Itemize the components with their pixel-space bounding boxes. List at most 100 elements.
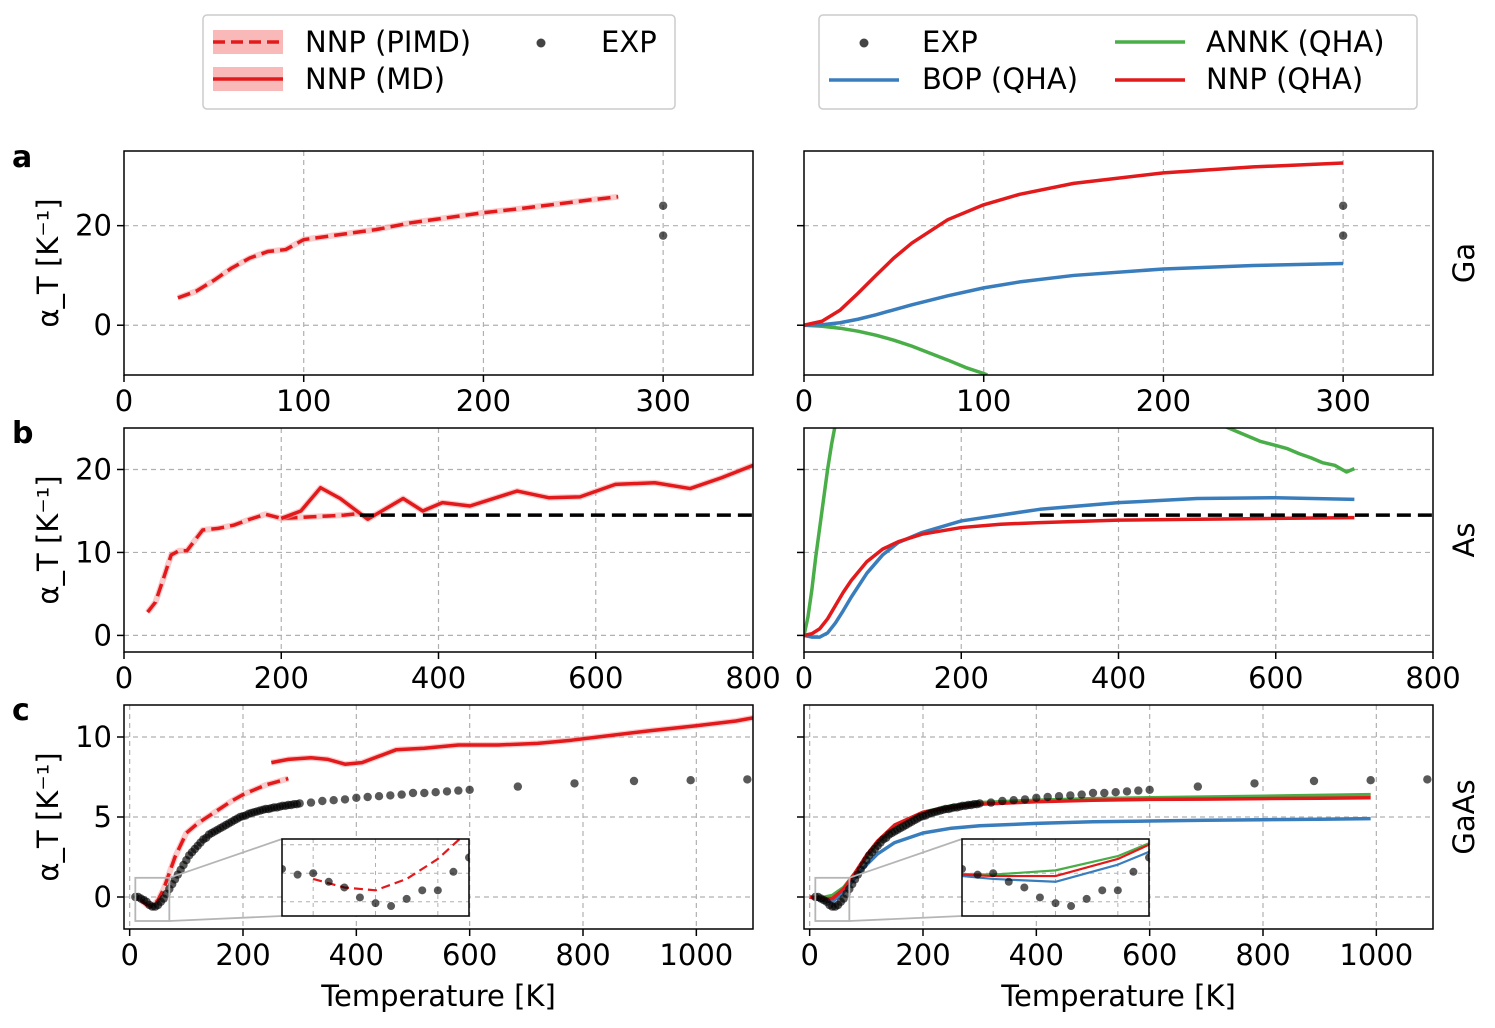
panel-c-left-series — [131, 714, 753, 911]
panel-c-right-exp-point — [1088, 788, 1098, 798]
panel-c-left-nnp-md-band — [270, 714, 753, 768]
panel-b-right-xtick-label: 800 — [1405, 661, 1460, 695]
panel-label-b: b — [12, 416, 33, 451]
panel-c-right-inset-bop-qha-line — [962, 850, 1149, 883]
panel-a-right-material-label: Ga — [1447, 243, 1481, 283]
panel-c-left-xlabel: Temperature [K] — [320, 979, 556, 1013]
panel-c-right-xtick-label: 200 — [895, 938, 950, 972]
panel-c-left-inset-exp-point — [465, 853, 469, 862]
panel-c-left-inset-exp-point — [402, 894, 411, 903]
panel-c-right-exp-point — [1423, 775, 1432, 784]
panel-c-left-exp-point — [513, 782, 523, 791]
panel-c-left-exp-point — [340, 795, 350, 804]
panel-c-right-exp-point — [1043, 792, 1052, 802]
panel-c-right-xtick-label: 1000 — [1339, 938, 1413, 972]
panel-c-right-exp-point — [998, 796, 1007, 806]
panel-c-left-xtick-label: 200 — [215, 938, 270, 972]
panel-label-a: a — [12, 140, 32, 175]
panel-b-right-xtick-label: 600 — [1248, 661, 1303, 695]
panel-b-right-grid — [804, 428, 1433, 652]
legend-left-nnp-pimd-label: NNP (PIMD) — [305, 25, 471, 59]
panel-c-left-inset-exp-point — [433, 886, 442, 895]
panel-c-left-ylabel: α_T [K⁻¹] — [31, 752, 65, 881]
legend-left-exp-marker — [536, 38, 546, 48]
panel-b-left-ylabel: α_T [K⁻¹] — [31, 475, 65, 604]
panel-a-right-grid — [804, 151, 1433, 375]
panel-c-right-exp-point — [1250, 779, 1259, 788]
panel-a-left-ytick-label: 20 — [75, 209, 112, 243]
panel-b-right-xtick-label: 400 — [1091, 661, 1146, 695]
panel-c-left-exp-point — [629, 776, 639, 786]
panel-c-left-ytick-label: 10 — [75, 720, 112, 754]
panel-c-left-exp-point — [743, 775, 752, 784]
panel-a-left-nnp-pimd-band — [176, 193, 619, 301]
panel-b-left-xtick-label: 400 — [411, 661, 466, 695]
panel-b-right-bop-qha-line — [804, 495, 1355, 639]
panel-c-right-exp-point — [1193, 782, 1203, 791]
panel-c-right-inset-exp-point — [1020, 883, 1029, 892]
panel-a-right-xtick-label: 100 — [956, 384, 1011, 418]
panel-c-right-exp-point — [1122, 787, 1132, 796]
panel-c-right-inset-exp-point — [1004, 877, 1013, 886]
panel-c-right-exp-point — [1020, 795, 1030, 804]
panel-c-right-xtick-label: 0 — [800, 938, 818, 972]
panel-c-right-exp-point — [975, 799, 984, 808]
legend-right-nnp-label: NNP (QHA) — [1206, 62, 1363, 96]
panel-c-left-ytick-label: 5 — [94, 800, 112, 834]
panel-c-left-exp-point — [318, 796, 327, 806]
panel-a-left-xtick-label: 0 — [115, 384, 133, 418]
panel-c-left-exp-point — [397, 790, 406, 799]
panel-a-right-xtick-label: 300 — [1315, 384, 1370, 418]
legend-left-nnp-md-label: NNP (MD) — [305, 62, 445, 96]
panel-c-right-inset-exp-point — [1035, 893, 1044, 902]
panel-c-left-inset-series — [282, 839, 469, 911]
panel-c-left-inset-exp-point — [324, 877, 333, 886]
panel-b-left-xtick-label: 0 — [115, 661, 133, 695]
panel-c-right-grid — [804, 705, 1433, 929]
panel-c-left-xtick-label: 1000 — [659, 938, 733, 972]
panel-c-left-exp-point — [306, 798, 316, 807]
panel-c-right-xtick-label: 600 — [1122, 938, 1177, 972]
panel-a-right-exp-point — [1338, 201, 1348, 210]
panel-c-left-nnp-md-line — [271, 716, 753, 766]
panel-c-right-inset-exp-point — [1051, 899, 1060, 908]
panel-c-right-exp-point — [1009, 796, 1018, 805]
panel-c-left-exp-point — [465, 785, 474, 794]
panel-c-right-inset-exp-point — [989, 869, 998, 878]
subplot-b-right: 0 200 400 600 800 As — [795, 427, 1481, 695]
panel-c-left-exp-point — [408, 788, 418, 798]
panel-b-right-annk-qha-line — [1224, 428, 1356, 474]
panel-c-left-inset-exp-point — [355, 893, 364, 902]
subplot-a-right: 0 100 200 300 Ga — [795, 150, 1481, 418]
panel-b-right-xtick-label: 0 — [795, 661, 813, 695]
panel-c-left-inset-exp-point — [340, 883, 349, 892]
panel-c-left-exp-point — [295, 799, 304, 808]
panel-c-left-exp-point — [374, 792, 384, 801]
panel-b-right-annk-qha-line — [804, 428, 837, 636]
panel-b-right-xtick-label: 200 — [934, 661, 989, 695]
subplot-c-right: 0 200 400 600 800 1000 Temperature [K] GaAs — [797, 704, 1481, 1013]
panel-c-left-inset-exp-point — [387, 902, 396, 911]
panel-c-left-inset-exp-point — [282, 864, 286, 873]
panel-b-left-xtick-label: 600 — [568, 661, 623, 695]
panel-c-right-inset-exp-point — [1067, 902, 1076, 911]
panel-c-right-inset-annk-qha-line — [962, 842, 1149, 876]
panel-a-right-nnp-qha-line — [804, 161, 1344, 327]
panel-c-left-inset-exp-point — [418, 886, 427, 895]
legend-right-bop-label: BOP (QHA) — [922, 62, 1078, 96]
legend-left-nnp-pimd-swatch — [213, 30, 283, 54]
panel-a-left-exp-point — [658, 231, 668, 240]
panel-c-left-ytick-label: 0 — [94, 880, 112, 914]
panel-a-right-annk-qha-line — [804, 323, 988, 375]
panel-c-right-inset-zoom-box — [814, 876, 851, 922]
panel-a-left-xtick-label: 100 — [276, 384, 331, 418]
panel-c-right-inset-connector — [849, 838, 963, 879]
panel-c-left-inset-exp-points — [282, 853, 469, 911]
panel-c-right-xlabel: Temperature [K] — [1000, 979, 1236, 1013]
panel-c-right-exp-point — [1032, 793, 1041, 802]
panel-c-right-inset-exp-point — [1161, 842, 1169, 850]
panel-a-right-series — [804, 161, 1348, 375]
panel-c-right-inset-frame — [961, 838, 1150, 917]
panel-b-left-xtick-label: 200 — [254, 661, 309, 695]
panel-c-right-bop-qha-line — [809, 816, 1371, 904]
